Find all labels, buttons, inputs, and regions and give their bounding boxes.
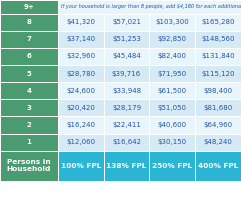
Text: $32,960: $32,960 xyxy=(66,54,95,59)
Bar xyxy=(0,116,58,134)
Text: Persons in
Household: Persons in Household xyxy=(7,159,51,172)
Bar xyxy=(0,0,58,14)
Text: $40,600: $40,600 xyxy=(158,122,187,128)
Bar xyxy=(104,14,149,31)
Bar xyxy=(104,48,149,65)
Text: $39,716: $39,716 xyxy=(112,71,141,76)
Text: 8: 8 xyxy=(27,19,31,25)
Bar xyxy=(58,31,104,48)
Bar xyxy=(195,48,241,65)
Text: $12,060: $12,060 xyxy=(66,139,95,145)
Text: 4: 4 xyxy=(27,88,31,94)
Bar xyxy=(58,0,241,14)
Bar xyxy=(0,99,58,116)
Text: 400% FPL: 400% FPL xyxy=(198,163,238,169)
Text: $45,484: $45,484 xyxy=(112,54,141,59)
Bar xyxy=(58,48,104,65)
Bar xyxy=(0,151,58,181)
Bar xyxy=(0,14,58,31)
Text: 1: 1 xyxy=(27,139,31,145)
Bar xyxy=(58,14,104,31)
Text: $16,642: $16,642 xyxy=(112,139,141,145)
Bar xyxy=(104,82,149,99)
Text: $103,300: $103,300 xyxy=(155,19,189,25)
Bar xyxy=(0,82,58,99)
Text: $30,150: $30,150 xyxy=(158,139,187,145)
Text: $51,050: $51,050 xyxy=(158,105,187,111)
Text: 6: 6 xyxy=(27,54,31,59)
Bar xyxy=(58,65,104,82)
Bar xyxy=(149,31,195,48)
Text: 9+: 9+ xyxy=(24,4,34,10)
Text: $48,240: $48,240 xyxy=(204,139,233,145)
Text: $51,253: $51,253 xyxy=(112,36,141,42)
Bar xyxy=(58,151,104,181)
Text: $148,560: $148,560 xyxy=(201,36,235,42)
Text: $28,179: $28,179 xyxy=(112,105,141,111)
Bar xyxy=(149,99,195,116)
Text: If your household is larger than 8 people, add $4,180 for each additional person: If your household is larger than 8 peopl… xyxy=(61,4,241,9)
Text: $131,840: $131,840 xyxy=(201,54,235,59)
Text: $37,140: $37,140 xyxy=(66,36,95,42)
Bar xyxy=(195,31,241,48)
Bar xyxy=(0,65,58,82)
Bar xyxy=(104,116,149,134)
Bar xyxy=(104,134,149,151)
Text: $61,500: $61,500 xyxy=(158,88,187,94)
Bar xyxy=(149,151,195,181)
Text: $81,680: $81,680 xyxy=(203,105,233,111)
Text: $28,780: $28,780 xyxy=(66,71,95,76)
Bar xyxy=(104,65,149,82)
Bar xyxy=(0,48,58,65)
Text: $41,320: $41,320 xyxy=(66,19,95,25)
Bar xyxy=(58,99,104,116)
Bar xyxy=(104,151,149,181)
Bar xyxy=(149,134,195,151)
Text: $115,120: $115,120 xyxy=(201,71,235,76)
Text: 3: 3 xyxy=(27,105,31,111)
Text: $22,411: $22,411 xyxy=(112,122,141,128)
Text: $64,960: $64,960 xyxy=(204,122,233,128)
Bar xyxy=(149,82,195,99)
Bar xyxy=(58,134,104,151)
Text: $71,950: $71,950 xyxy=(158,71,187,76)
Bar xyxy=(195,65,241,82)
Text: $82,400: $82,400 xyxy=(158,54,187,59)
Text: 138% FPL: 138% FPL xyxy=(106,163,147,169)
Bar xyxy=(149,116,195,134)
Bar xyxy=(149,65,195,82)
Bar xyxy=(195,151,241,181)
Bar xyxy=(104,99,149,116)
Bar xyxy=(195,14,241,31)
Text: 250% FPL: 250% FPL xyxy=(152,163,193,169)
Bar xyxy=(149,14,195,31)
Text: $33,948: $33,948 xyxy=(112,88,141,94)
Text: $165,280: $165,280 xyxy=(201,19,235,25)
Text: $24,600: $24,600 xyxy=(66,88,95,94)
Text: $57,021: $57,021 xyxy=(112,19,141,25)
Bar xyxy=(149,48,195,65)
Bar xyxy=(0,31,58,48)
Text: $20,420: $20,420 xyxy=(66,105,95,111)
Bar xyxy=(195,99,241,116)
Bar xyxy=(0,134,58,151)
Text: 7: 7 xyxy=(27,36,31,42)
Text: 100% FPL: 100% FPL xyxy=(60,163,101,169)
Bar xyxy=(58,82,104,99)
Bar xyxy=(58,116,104,134)
Bar xyxy=(104,31,149,48)
Bar xyxy=(195,134,241,151)
Text: 5: 5 xyxy=(27,71,31,76)
Text: $16,240: $16,240 xyxy=(66,122,95,128)
Bar xyxy=(195,82,241,99)
Text: 2: 2 xyxy=(27,122,31,128)
Text: $98,400: $98,400 xyxy=(204,88,233,94)
Text: $92,850: $92,850 xyxy=(158,36,187,42)
Bar xyxy=(195,116,241,134)
